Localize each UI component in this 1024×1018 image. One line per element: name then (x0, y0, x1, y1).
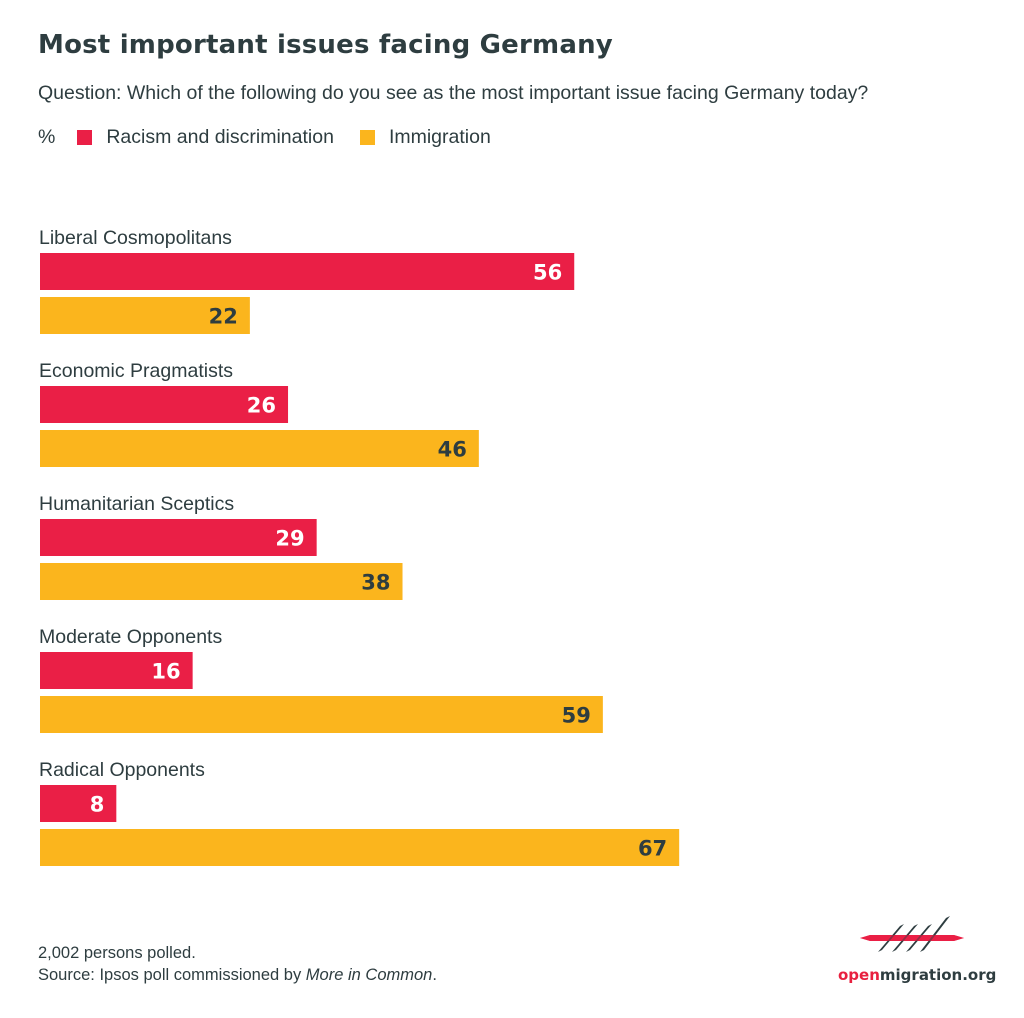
openmigration-logo-icon (860, 916, 964, 952)
value-label-immigration: 67 (638, 837, 667, 861)
chart-title: Most important issues facing Germany (38, 30, 613, 60)
category-label: Radical Opponents (39, 759, 205, 781)
logo-text-rest: migration.org (879, 966, 997, 984)
legend: % Racism and discrimination Immigration (38, 126, 517, 149)
logo-text: openmigration.org (838, 966, 996, 984)
legend-swatch-racism (77, 130, 93, 145)
bar-group-liberal-cosmopolitans: Liberal Cosmopolitans 56 22 (39, 227, 575, 334)
bar-immigration (40, 563, 403, 600)
bar-immigration (40, 829, 680, 866)
category-label: Moderate Opponents (39, 626, 222, 648)
legend-item-racism: Racism and discrimination (77, 126, 334, 149)
bar-racism-and-discrimination (40, 519, 317, 556)
value-label-racism-and-discrimination: 26 (247, 394, 276, 418)
value-label-immigration: 38 (361, 571, 390, 595)
category-label: Humanitarian Sceptics (39, 493, 234, 515)
footer: 2,002 persons polled. Source: Ipsos poll… (38, 942, 437, 986)
value-label-racism-and-discrimination: 8 (90, 793, 105, 817)
legend-item-immigration: Immigration (359, 126, 491, 149)
legend-label-immigration: Immigration (388, 126, 491, 148)
value-label-racism-and-discrimination: 16 (151, 660, 180, 684)
bar-immigration (40, 696, 603, 733)
value-label-racism-and-discrimination: 56 (533, 261, 562, 285)
legend-unit: % (38, 126, 56, 148)
bar-group-economic-pragmatists: Economic Pragmatists 26 46 (39, 360, 479, 467)
legend-swatch-immigration (359, 130, 375, 145)
bar-racism-and-discrimination (40, 253, 575, 290)
legend-label-racism: Racism and discrimination (106, 126, 334, 148)
category-label: Economic Pragmatists (39, 360, 233, 382)
bar-racism-and-discrimination (40, 386, 289, 423)
bar-group-humanitarian-sceptics: Humanitarian Sceptics 29 38 (39, 493, 403, 600)
bar-immigration (40, 430, 479, 467)
value-label-immigration: 22 (209, 305, 238, 329)
source-name: More in Common (305, 966, 433, 984)
logo-text-open: open (838, 966, 880, 984)
footer-source: Source: Ipsos poll commissioned by More … (38, 964, 437, 986)
value-label-immigration: 59 (562, 704, 591, 728)
category-label: Liberal Cosmopolitans (39, 227, 232, 249)
source-suffix: . (432, 966, 437, 984)
footer-sample-size: 2,002 persons polled. (38, 944, 196, 962)
bar-racism-and-discrimination (40, 652, 193, 689)
value-label-immigration: 46 (438, 438, 467, 462)
value-label-racism-and-discrimination: 29 (275, 527, 304, 551)
bar-immigration (40, 297, 250, 334)
chart-subtitle: Question: Which of the following do you … (38, 82, 869, 104)
bar-group-radical-opponents: Radical Opponents 8 67 (39, 759, 680, 866)
bar-racism-and-discrimination (40, 785, 117, 822)
bar-group-moderate-opponents: Moderate Opponents 16 59 (39, 626, 603, 733)
source-prefix: Source: Ipsos poll commissioned by (38, 966, 306, 984)
